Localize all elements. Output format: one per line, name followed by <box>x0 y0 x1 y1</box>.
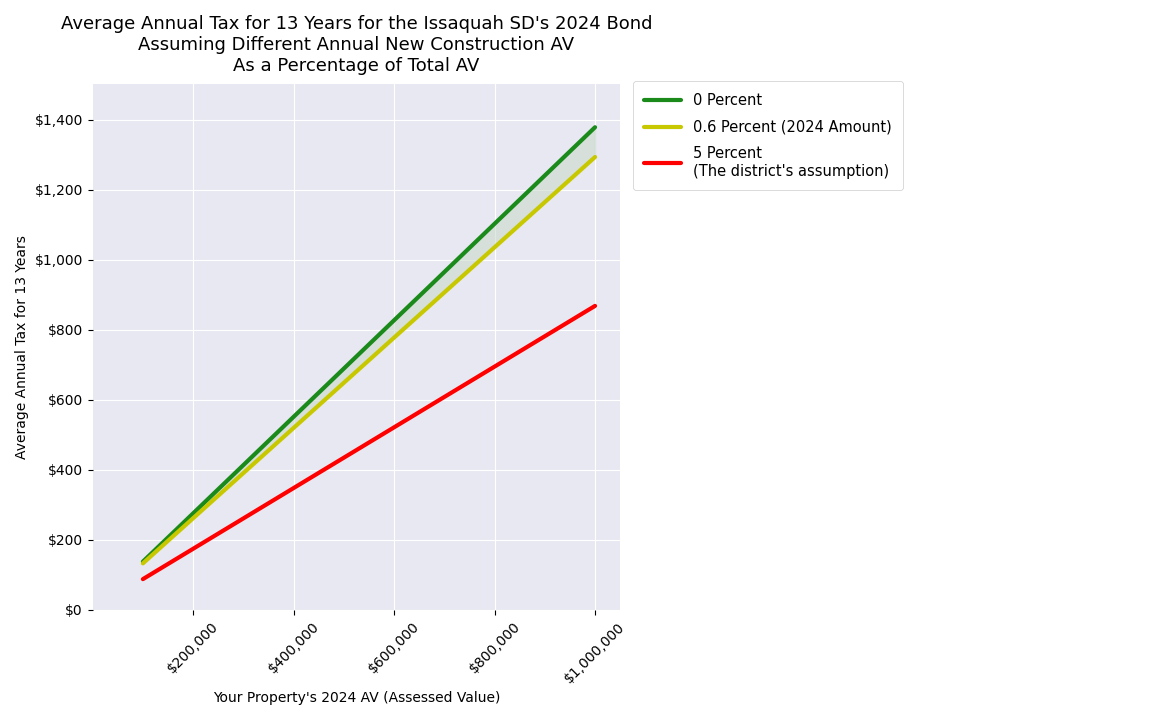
X-axis label: Your Property's 2024 AV (Assessed Value): Your Property's 2024 AV (Assessed Value) <box>213 691 500 705</box>
Title: Average Annual Tax for 13 Years for the Issaquah SD's 2024 Bond
Assuming Differe: Average Annual Tax for 13 Years for the … <box>61 15 652 75</box>
Legend: 0 Percent, 0.6 Percent (2024 Amount), 5 Percent
(The district's assumption): 0 Percent, 0.6 Percent (2024 Amount), 5 … <box>632 81 903 190</box>
Y-axis label: Average Annual Tax for 13 Years: Average Annual Tax for 13 Years <box>15 235 29 459</box>
